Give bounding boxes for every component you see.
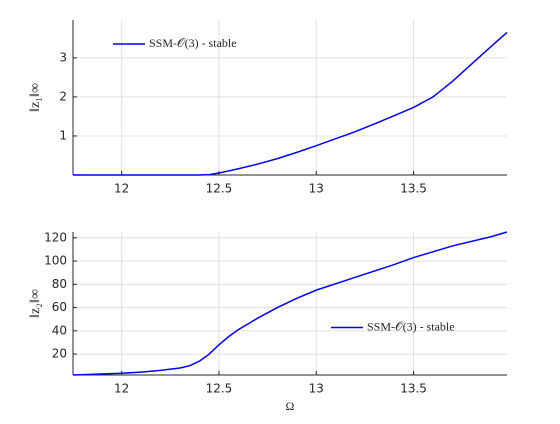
y-tick-label: 3: [59, 50, 67, 64]
x-tick-label: 13: [309, 382, 324, 396]
line-series: [73, 31, 508, 176]
y-tick-label: 40: [52, 323, 67, 337]
y-axis-label: ‖z₂‖∞: [28, 289, 43, 318]
y-tick-label: 60: [52, 300, 67, 314]
x-tick-label: 13.5: [400, 382, 427, 396]
legend-label: SSM-𝒪(3) - stable: [149, 36, 237, 50]
x-tick-label: 12.5: [206, 382, 233, 396]
x-tick-label: 12: [114, 182, 129, 196]
x-tick-label: 13: [309, 182, 324, 196]
y-tick-label: 2: [59, 89, 67, 103]
legend-label: SSM-𝒪(3) - stable: [367, 319, 455, 333]
y-axis-label: ‖z₁‖∞: [28, 83, 43, 112]
line-series: [72, 231, 508, 376]
y-tick-label: 100: [44, 254, 67, 268]
x-tick-label: 12: [114, 382, 129, 396]
y-tick-label: 80: [52, 277, 67, 291]
x-tick-label: 12.5: [206, 182, 233, 196]
x-tick-label: 13.5: [400, 182, 427, 196]
x-axis-label: Ω: [286, 399, 295, 413]
y-tick-label: 120: [44, 230, 67, 244]
y-tick-label: 20: [52, 347, 67, 361]
y-tick-label: 1: [59, 128, 67, 142]
